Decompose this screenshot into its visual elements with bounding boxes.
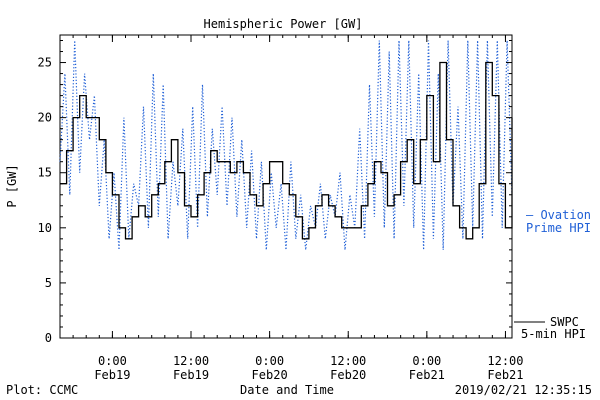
x-axis: 0:00Feb1912:00Feb190:00Feb2012:00Feb200:… (59, 35, 524, 382)
footer-plot-credit: Plot: CCMC (6, 383, 78, 397)
x-tick-label-time: 12:00 (330, 354, 366, 368)
series-line (60, 61, 513, 240)
y-tick-label: 5 (45, 276, 52, 290)
legend-ovation-line1: — Ovation (526, 208, 591, 222)
legend-swpc-line1: SWPC (550, 315, 579, 329)
x-tick-label-time: 12:00 (173, 354, 209, 368)
x-tick-label-time: 12:00 (487, 354, 523, 368)
y-axis-label: P [GW] (5, 164, 19, 207)
x-tick-label-date: Feb21 (487, 368, 523, 382)
x-tick-label-time: 0:00 (255, 354, 284, 368)
x-axis-label: Date and Time (240, 383, 334, 397)
series-line (59, 40, 513, 250)
y-tick-label: 10 (38, 221, 52, 235)
y-axis: 0 5 10 15 20 25 (38, 40, 512, 345)
x-tick-label-date: Feb20 (330, 368, 366, 382)
series-layer (59, 40, 513, 250)
y-tick-label: 25 (38, 56, 52, 70)
x-tick-label-date: Feb19 (94, 368, 130, 382)
x-tick-label-date: Feb21 (409, 368, 445, 382)
plot-frame (59, 34, 513, 339)
y-tick-label: 20 (38, 111, 52, 125)
y-tick-label: 0 (45, 331, 52, 345)
x-tick-label-date: Feb20 (252, 368, 288, 382)
series-swpc-hpi (60, 61, 513, 240)
legend-swpc-line2: 5-min HPI (521, 327, 586, 341)
y-tick-label: 15 (38, 166, 52, 180)
chart-title: Hemispheric Power [GW] (204, 17, 363, 31)
legend-ovation-line2: Prime HPI (526, 221, 591, 235)
footer-timestamp: 2019/02/21 12:35:15 (455, 383, 592, 397)
series-ovation-prime-hpi (59, 40, 513, 250)
x-tick-label-date: Feb19 (173, 368, 209, 382)
x-tick-label-time: 0:00 (412, 354, 441, 368)
x-tick-label-time: 0:00 (98, 354, 127, 368)
legend: — Ovation Prime HPI SWPC 5-min HPI (514, 208, 591, 341)
